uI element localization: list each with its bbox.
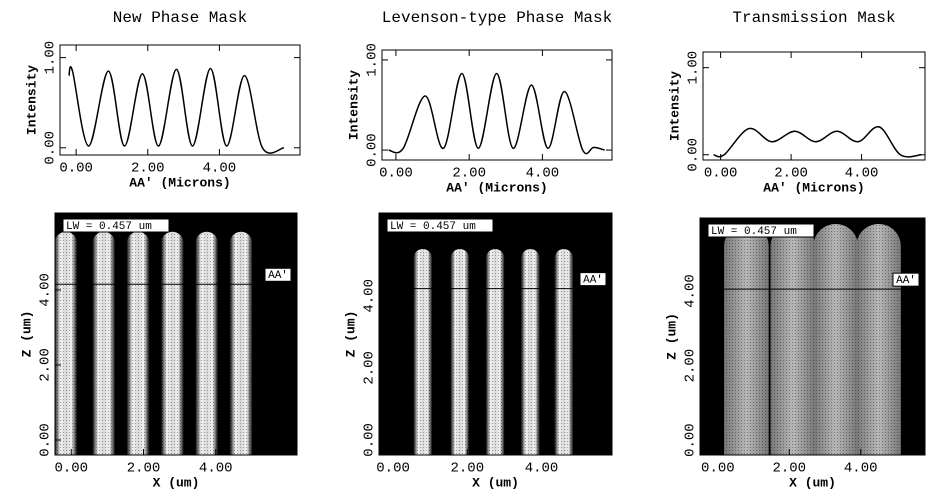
stripe-texture (450, 249, 470, 455)
stripes (55, 231, 253, 455)
y-axis-label: Z (um) (19, 311, 34, 358)
cut-label: AA' (896, 275, 916, 287)
plot-frame (381, 49, 613, 161)
y-tick-label: 4.00 (362, 279, 378, 313)
y-tick-label: 4.00 (683, 274, 699, 308)
x-axis-label: X (um) (472, 475, 519, 490)
cut-label-box (892, 272, 920, 287)
annotation-box (386, 218, 494, 233)
x-tick-label: 4.00 (844, 461, 878, 477)
x-tick-label: 4.00 (526, 166, 560, 182)
x-tick-label: 2.00 (774, 166, 808, 182)
x-tick-label: 2.00 (452, 166, 486, 182)
x-tick-label: 0.00 (376, 461, 410, 477)
y-axis-label: Z (um) (343, 311, 358, 358)
stripe-texture (55, 231, 78, 455)
y-tick-label: 0.00 (683, 423, 699, 457)
y-tick-label: 2.00 (38, 348, 54, 382)
x-tick-label: 2.00 (127, 461, 161, 477)
intensity-line (388, 72, 605, 155)
y-tick-label: 0.00 (686, 138, 702, 172)
y-axis-label: Intensity (24, 65, 39, 135)
panel-title: Transmission Mask (732, 9, 895, 27)
x-tick-label: 4.00 (199, 461, 233, 477)
y-tick-label: 1.00 (43, 41, 59, 75)
y-tick-label: 2.00 (683, 349, 699, 383)
stripe-texture (724, 223, 769, 455)
x-tick-label: 2.00 (450, 461, 484, 477)
intensity-line (713, 126, 922, 158)
intensity-line (68, 66, 285, 154)
x-axis-label: AA' (Microns) (446, 180, 547, 195)
x-tick-label: 4.00 (845, 166, 879, 182)
x-axis-label: AA' (Microns) (763, 180, 864, 195)
cut-label-box (264, 267, 292, 282)
stripe-texture (554, 249, 574, 455)
y-axis-label: Intensity (667, 71, 682, 141)
stripe-texture (521, 249, 540, 455)
x-tick-label: 4.00 (525, 461, 559, 477)
cut-label: AA' (583, 275, 603, 287)
annotation: LW = 0.457 um (66, 221, 152, 233)
panel-title: New Phase Mask (113, 9, 247, 27)
x-tick-label: 4.00 (203, 161, 237, 177)
y-tick-label: 2.00 (362, 351, 378, 385)
x-tick-label: 0.00 (704, 166, 738, 182)
y-tick-label: 0.00 (365, 133, 381, 167)
annotation-box (707, 223, 815, 238)
x-tick-label: 0.00 (54, 461, 88, 477)
plot-frame (378, 212, 613, 456)
x-tick-label: 2.00 (772, 461, 806, 477)
y-axis-label: Intensity (346, 70, 361, 140)
stripes (413, 249, 574, 455)
y-tick-label: 0.00 (38, 423, 54, 457)
y-tick-label: 0.00 (362, 423, 378, 457)
panel-title: Levenson-type Phase Mask (382, 9, 612, 27)
y-tick-label: 1.00 (686, 51, 702, 85)
x-tick-label: 0.00 (701, 461, 735, 477)
y-tick-label: 0.00 (43, 131, 59, 165)
x-axis-label: AA' (Microns) (129, 175, 230, 190)
plot-frame (54, 212, 298, 456)
annotation: LW = 0.457 um (711, 226, 797, 238)
stripe-texture (485, 249, 505, 455)
x-axis-label: X (um) (153, 475, 200, 490)
stripe-texture (229, 231, 253, 455)
stripe-texture (126, 231, 150, 455)
stripe-texture (92, 231, 115, 455)
annotation-box (62, 218, 170, 233)
stripes (724, 223, 901, 455)
x-tick-label: 2.00 (131, 161, 165, 177)
plot-frame (59, 44, 301, 156)
y-tick-label: 4.00 (38, 273, 54, 307)
cut-label: AA' (268, 270, 288, 282)
x-tick-label: 0.00 (59, 161, 93, 177)
x-axis-label: X (um) (789, 475, 836, 490)
annotation: LW = 0.457 um (390, 221, 476, 233)
stripe-texture (813, 223, 859, 455)
y-tick-label: 1.00 (365, 43, 381, 77)
stripe-texture (770, 223, 816, 455)
stripe-texture (413, 249, 433, 455)
plot-frame (699, 217, 926, 456)
plot-frame (702, 51, 926, 161)
y-axis-label: Z (um) (664, 313, 679, 360)
stripe-texture (161, 231, 184, 455)
cut-label-box (579, 272, 607, 287)
stripe-texture (856, 223, 901, 455)
stripe-texture (195, 231, 218, 455)
x-tick-label: 0.00 (379, 166, 413, 182)
